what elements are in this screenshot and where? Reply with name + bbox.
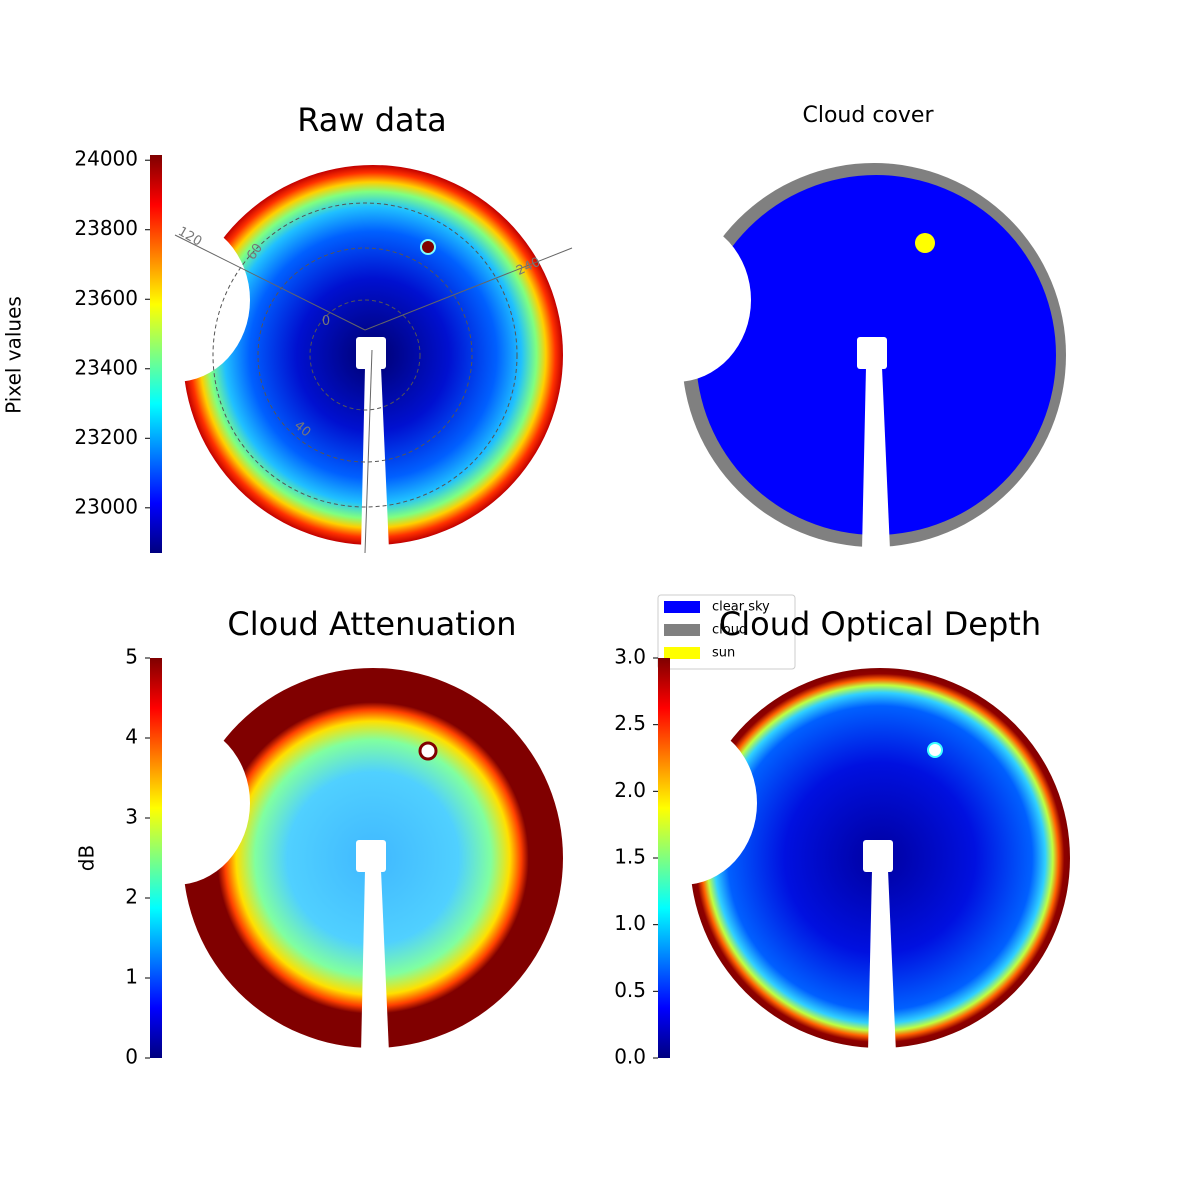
polar-ring [212,202,518,508]
mast [361,870,389,1053]
colorbar-tick-label: 5 [125,645,138,669]
colorbar-label: Pixel values [2,296,26,414]
sky-image [601,163,1066,550]
legend-swatch [664,647,700,659]
sky-image [100,668,563,1053]
colorbar-tick-label: 1.0 [614,911,646,935]
panel-title: Cloud Optical Depth [719,605,1041,643]
polar-label: 0 [322,314,330,329]
colorbar-tick-label: 23000 [74,494,138,518]
polar-spoke [364,247,573,331]
colorbar-tick-label: 2.5 [614,711,646,735]
mast [862,367,890,550]
sun-class [915,233,935,253]
colorbar-tick-label: 2.0 [614,778,646,802]
mast [868,870,896,1053]
panel-title: Cloud cover [803,103,935,128]
panel-title: Cloud Attenuation [227,605,516,643]
colorbar-tick-label: 23600 [74,286,138,310]
legend-label: clear sky [712,600,770,615]
sun [418,741,438,761]
polar-ring [309,299,421,411]
colorbar-tick-label: 3 [125,805,138,829]
panel-title: Raw data [297,101,447,139]
colorbar-tick-label: 24000 [74,147,138,171]
polar-spoke [174,234,366,331]
colorbar-tick-label: 1 [125,965,138,989]
colorbar-tick-label: 3.0 [614,645,646,669]
colorbar-tick-label: 2 [125,885,138,909]
colorbar-tick-label: 23800 [74,216,138,240]
polar-spoke [364,349,373,554]
colorbar [150,658,162,1058]
mast-head [356,840,386,872]
sun [927,742,943,758]
colorbar [658,658,670,1058]
horizon-notch [100,218,250,382]
colorbar-tick-label: 0.0 [614,1045,646,1069]
mast-head [857,337,887,369]
colorbar [150,155,162,553]
horizon-notch [601,218,751,382]
horizon-notch [100,721,250,885]
colorbar-label: dB [75,845,99,871]
colorbar-tick-label: 0 [125,1045,138,1069]
colorbar-tick-label: 1.5 [614,845,646,869]
sun [420,239,436,255]
mast-head [356,337,386,369]
sky-image [100,165,563,550]
legend-swatch [664,601,700,613]
colorbar-tick-label: 4 [125,725,138,749]
legend-swatch [664,624,700,636]
sky-image [607,668,1070,1053]
legend-label: sun [712,646,735,661]
mast [361,367,389,550]
legend-label: cloud [712,623,747,638]
legend: clear sky cloud sun [657,594,796,670]
colorbar-tick-label: 23400 [74,355,138,379]
horizon-notch [607,721,757,885]
polar-ring [257,247,473,463]
colorbar-tick-label: 0.5 [614,978,646,1002]
mast-head [863,840,893,872]
colorbar-tick-label: 23200 [74,425,138,449]
